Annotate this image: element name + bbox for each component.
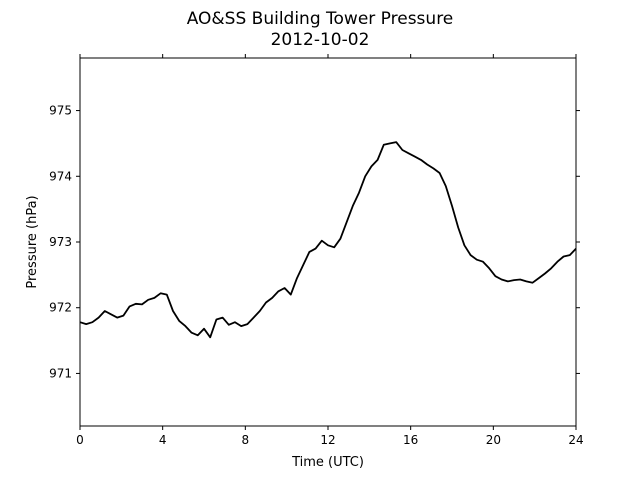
- x-tick-label: 4: [159, 433, 167, 447]
- y-axis-label: Pressure (hPa): [25, 195, 40, 288]
- x-tick-label: 8: [242, 433, 250, 447]
- y-tick-label: 973: [49, 235, 72, 249]
- x-axis-ticks: 0 4 8 12 16 20 24: [76, 54, 584, 447]
- x-tick-label: 0: [76, 433, 84, 447]
- x-axis-label: Time (UTC): [291, 455, 364, 470]
- chart-subtitle: 2012-10-02: [271, 30, 370, 50]
- y-tick-label: 975: [49, 104, 72, 118]
- y-tick-label: 972: [49, 301, 72, 315]
- y-axis-ticks: 971 972 973 974 975: [49, 104, 580, 380]
- pressure-series-line: [79, 141, 577, 339]
- chart-title: AO&SS Building Tower Pressure: [187, 9, 454, 29]
- x-tick-label: 20: [486, 433, 501, 447]
- y-tick-label: 971: [49, 366, 72, 380]
- y-tick-label: 974: [49, 169, 72, 183]
- x-tick-label: 16: [403, 433, 418, 447]
- x-tick-label: 24: [568, 433, 583, 447]
- x-tick-label: 12: [320, 433, 335, 447]
- plot-frame: [79, 57, 577, 427]
